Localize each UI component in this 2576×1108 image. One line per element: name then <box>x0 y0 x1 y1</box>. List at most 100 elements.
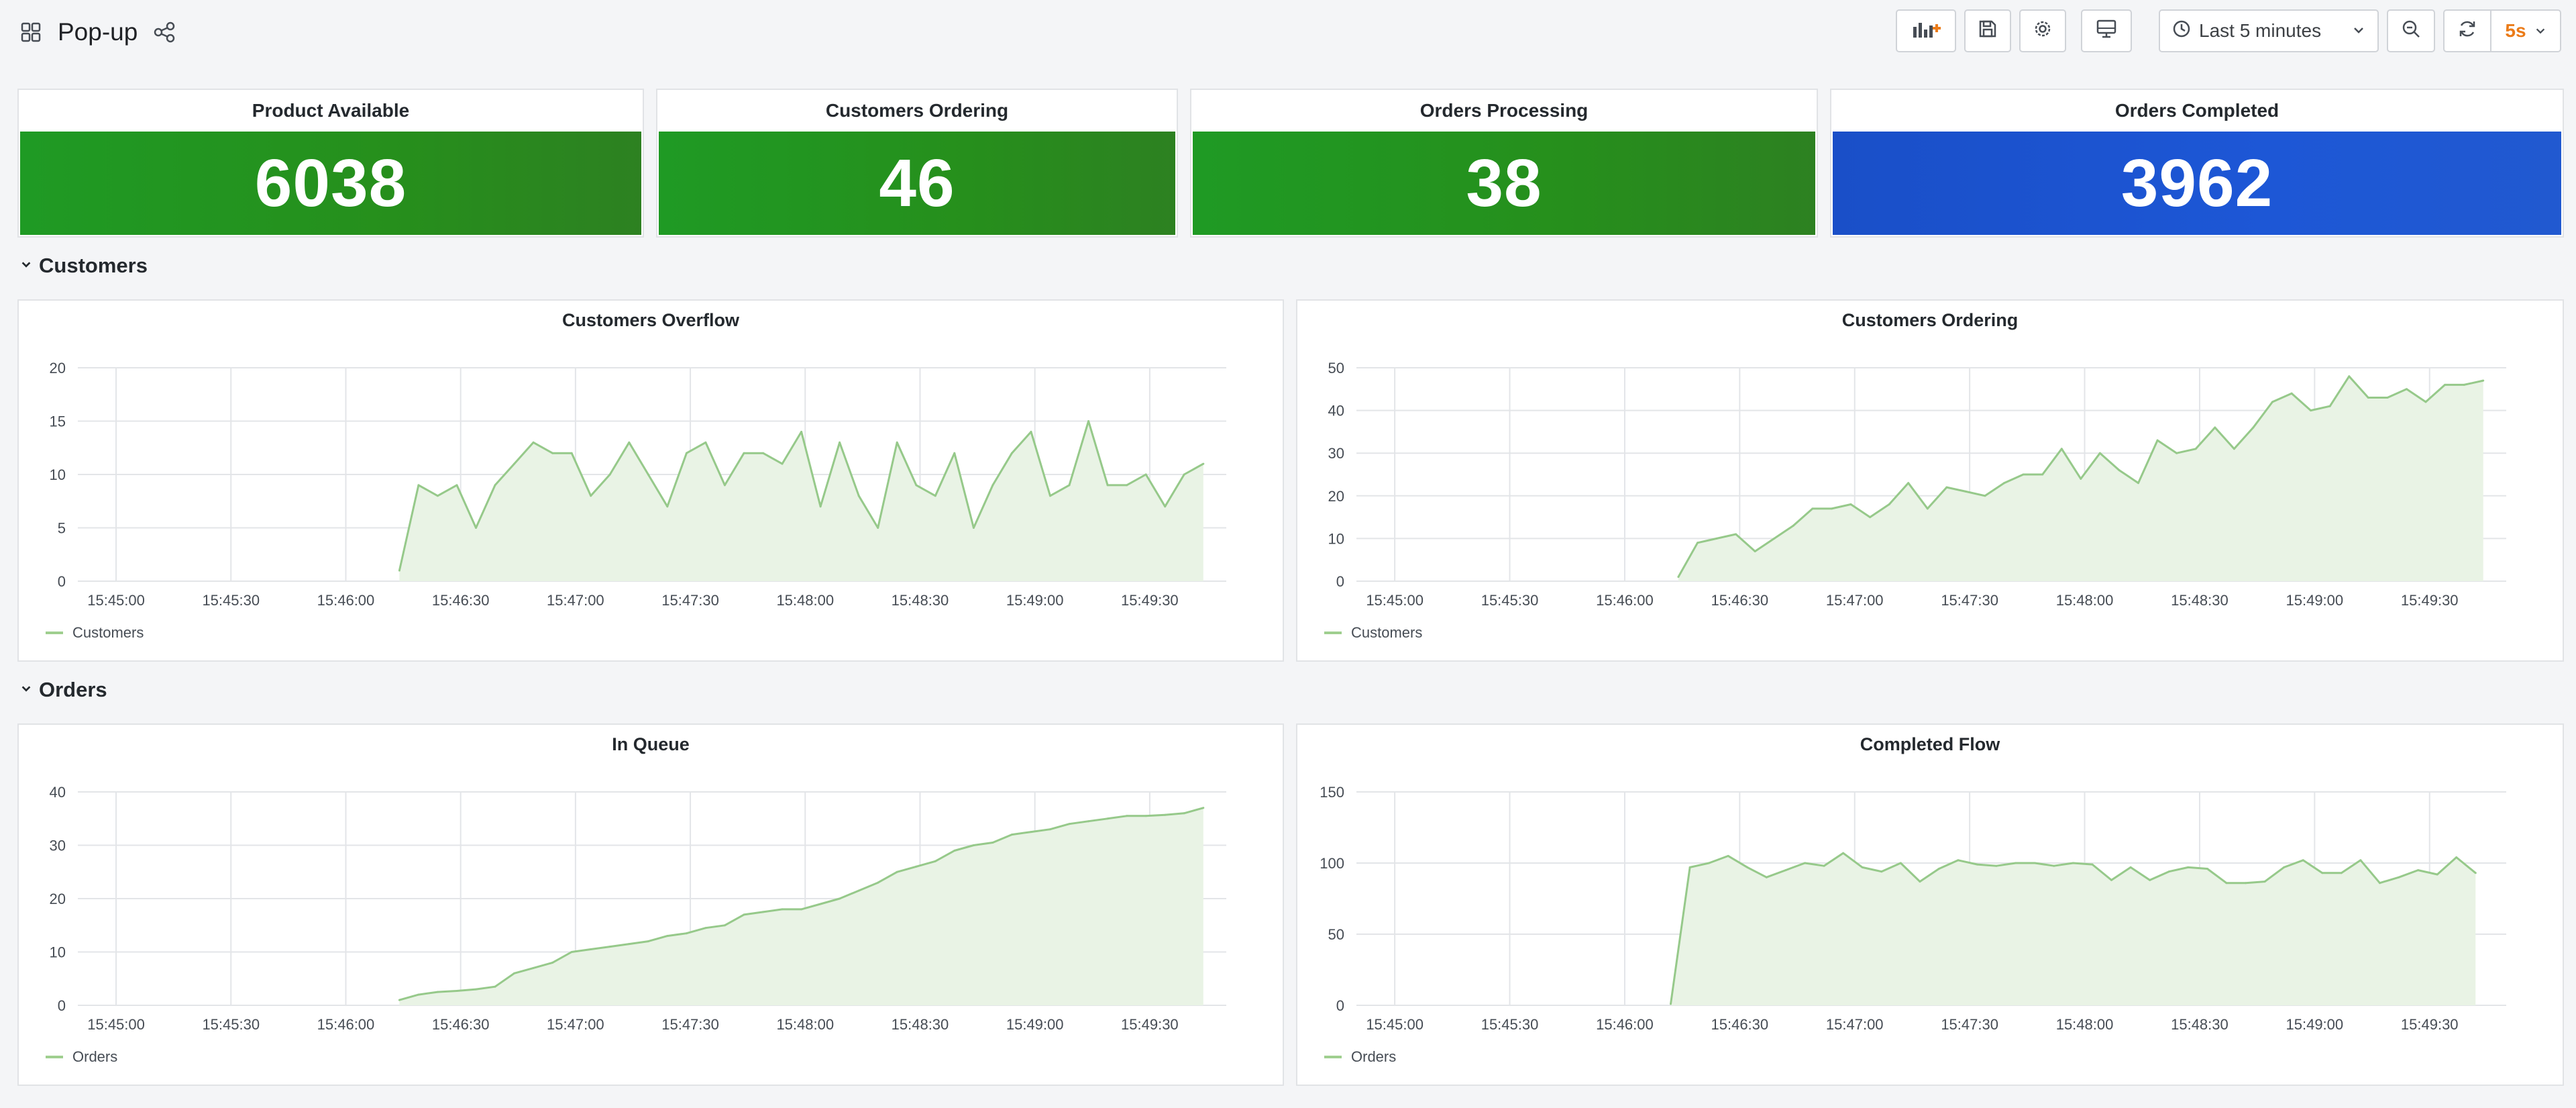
data-point <box>1773 537 1776 540</box>
x-tick-label: 15:45:30 <box>202 592 260 609</box>
data-point <box>839 441 841 444</box>
data-point <box>1976 863 1979 866</box>
data-point <box>2118 469 2121 472</box>
data-point <box>398 999 400 1001</box>
data-point <box>2328 405 2331 407</box>
stat-panel-orders-completed[interactable]: Orders Completed 3962 <box>1830 89 2564 238</box>
y-tick-label: 10 <box>50 466 66 483</box>
data-point <box>2302 859 2304 862</box>
data-point <box>2245 882 2247 885</box>
data-point <box>1937 868 1940 870</box>
refresh-interval-label: 5s <box>2505 20 2526 41</box>
data-point <box>398 569 400 572</box>
add-panel-button[interactable] <box>1896 9 1956 52</box>
tv-mode-button[interactable] <box>2081 9 2132 52</box>
panel-title: Customers Ordering <box>1841 310 2019 330</box>
data-point <box>1087 820 1090 823</box>
data-point <box>2424 401 2427 403</box>
stat-panel-orders-processing[interactable]: Orders Processing 38 <box>1190 89 1818 238</box>
x-tick-label: 15:47:00 <box>1826 592 1884 609</box>
data-point <box>1126 484 1128 487</box>
row-header-customers[interactable]: Customers <box>20 254 148 278</box>
x-tick-label: 15:45:00 <box>1366 1016 1424 1033</box>
stat-panel-product-available[interactable]: Product Available 6038 <box>17 89 644 238</box>
data-point <box>2003 482 2006 485</box>
data-point <box>475 527 477 529</box>
data-point <box>1010 452 1013 454</box>
refresh-interval-picker[interactable]: 5s <box>2491 9 2561 52</box>
data-point <box>1715 537 1718 540</box>
data-point <box>896 441 898 444</box>
stat-value: 6038 <box>254 145 407 221</box>
data-point <box>2252 426 2255 429</box>
data-point <box>1919 880 1921 883</box>
row-title: Customers <box>39 254 148 277</box>
time-range-picker[interactable]: Last 5 minutes <box>2159 9 2379 52</box>
x-tick-label: 15:49:00 <box>1006 592 1064 609</box>
dashboard-grid-icon[interactable] <box>17 19 44 46</box>
legend-label: Customers <box>72 624 144 641</box>
x-tick-label: 15:49:30 <box>1121 592 1179 609</box>
data-point <box>1869 516 1872 519</box>
series-area <box>1670 853 2476 1005</box>
x-tick-label: 15:49:30 <box>2401 1016 2459 1033</box>
chevron-down-icon <box>2352 20 2365 42</box>
data-point <box>2406 388 2408 391</box>
data-point <box>839 897 841 900</box>
data-point <box>991 842 994 844</box>
stat-title: Customers Ordering <box>825 100 1009 121</box>
data-point <box>1984 495 1986 497</box>
data-point <box>1010 834 1013 836</box>
data-point <box>570 452 573 454</box>
dashboard-settings-button[interactable] <box>2019 9 2066 52</box>
data-point <box>2463 383 2465 386</box>
x-tick-label: 15:46:30 <box>432 592 490 609</box>
x-tick-label: 15:48:00 <box>2056 1016 2114 1033</box>
x-tick-label: 15:49:00 <box>1006 1016 1064 1033</box>
data-point <box>1183 473 1185 476</box>
x-tick-label: 15:48:30 <box>892 592 949 609</box>
data-point <box>685 932 688 935</box>
series-area <box>1678 376 2483 581</box>
x-tick-label: 15:48:30 <box>892 1016 949 1033</box>
data-point <box>972 527 975 529</box>
stat-body: 3962 <box>1833 132 2561 235</box>
y-tick-label: 30 <box>1328 445 1344 462</box>
share-icon[interactable] <box>151 19 178 46</box>
data-point <box>896 870 898 873</box>
legend-swatch <box>1324 1056 1342 1058</box>
chevron-down-icon <box>20 257 32 274</box>
row-header-orders[interactable]: Orders <box>20 678 107 702</box>
x-tick-label: 15:48:30 <box>2171 592 2229 609</box>
panel-customers-overflow[interactable]: Customers Overflow 0 5 10 15 20 15:45:00 15:45… <box>17 299 1284 662</box>
x-tick-label: 15:47:00 <box>547 592 604 609</box>
panel-in-queue[interactable]: In Queue 0 10 20 30 40 15:45:00 15:45:30 15:46:… <box>17 723 1284 1086</box>
panel-title: In Queue <box>612 734 690 754</box>
stat-body: 6038 <box>20 132 641 235</box>
data-point <box>1804 862 1806 864</box>
x-tick-label: 15:45:00 <box>87 592 145 609</box>
save-dashboard-button[interactable] <box>1964 9 2011 52</box>
legend-swatch <box>1324 632 1342 634</box>
stat-value: 46 <box>879 145 955 221</box>
panel-completed-flow[interactable]: Completed Flow 0 50 100 150 15:45:00 15:45:30… <box>1296 723 2564 1086</box>
chart-legend[interactable]: Customers <box>46 624 144 642</box>
refresh-button[interactable] <box>2443 9 2491 52</box>
data-point <box>762 911 764 913</box>
chart-legend[interactable]: Customers <box>1324 624 1422 642</box>
chart-legend[interactable]: Orders <box>1324 1048 1396 1066</box>
data-point <box>2386 397 2389 399</box>
data-point <box>513 462 516 465</box>
stat-panel-customers-ordering[interactable]: Customers Ordering 46 <box>656 89 1178 238</box>
panel-customers-ordering[interactable]: Customers Ordering 0 10 20 30 40 50 15:45:00 15… <box>1296 299 2564 662</box>
data-point <box>1677 576 1680 578</box>
data-point <box>1823 864 1825 867</box>
chart-legend[interactable]: Orders <box>46 1048 117 1066</box>
legend-label: Customers <box>1351 624 1423 641</box>
data-point <box>551 961 554 964</box>
data-point <box>972 844 975 846</box>
dashboard-title[interactable]: Pop-up <box>58 18 138 46</box>
zoom-out-button[interactable] <box>2387 9 2435 52</box>
customers-ordering-chart: 0 10 20 30 40 50 15:45:00 15:45:30 15:46:00 15:46… <box>1328 360 2506 609</box>
data-point <box>2271 401 2273 403</box>
